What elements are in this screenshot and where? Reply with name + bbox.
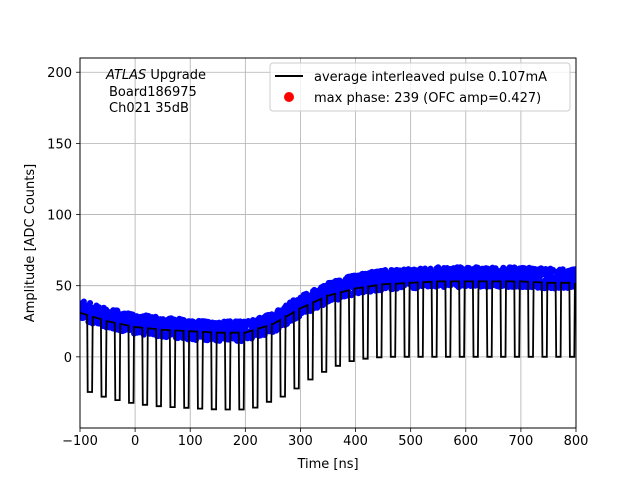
x-tick-label: 400 (343, 434, 368, 449)
y-axis-label: Amplitude [ADC Counts] (23, 164, 38, 322)
x-axis-ticks: −100 0 100 200 300 400 500 600 700 800 (62, 428, 588, 449)
x-tick-label: 0 (131, 434, 139, 449)
x-tick-label: 800 (564, 434, 589, 449)
atlas-annotation: ATLAS Upgrade Board186975 Ch021 35dB (105, 68, 206, 116)
svg-text:ATLAS Upgrade: ATLAS Upgrade (105, 68, 206, 83)
series-average-pulse (80, 280, 576, 411)
y-tick-label: 0 (64, 351, 72, 366)
legend-label-average-pulse: average interleaved pulse 0.107mA (314, 70, 547, 85)
x-tick-label: 600 (453, 434, 478, 449)
y-tick-label: 200 (47, 66, 72, 81)
x-tick-label: 300 (288, 434, 313, 449)
x-tick-label: 700 (508, 434, 533, 449)
y-tick-label: 50 (55, 280, 72, 295)
x-tick-label: 100 (178, 434, 203, 449)
legend: average interleaved pulse 0.107mA max ph… (269, 62, 571, 112)
x-tick-label: 500 (398, 434, 423, 449)
annotation-channel: Ch021 35dB (109, 101, 189, 116)
sample-point (559, 266, 566, 273)
legend-box (269, 62, 571, 112)
sample-point (174, 335, 181, 342)
average-pulse-line (80, 280, 576, 411)
legend-label-max-phase: max phase: 239 (OFC amp=0.427) (314, 91, 541, 106)
sample-point (572, 272, 576, 279)
plot-frame (79, 57, 577, 429)
sample-point (87, 300, 94, 307)
x-tick-label: 200 (233, 434, 258, 449)
y-axis-ticks: 0 50 100 150 200 (47, 66, 80, 366)
series-dense-points (80, 264, 576, 345)
y-tick-label: 150 (47, 137, 72, 152)
x-axis-label: Time [ns] (296, 457, 358, 472)
sample-point (427, 265, 434, 272)
sample-point (573, 266, 576, 273)
x-tick-label: −100 (62, 434, 98, 449)
annotation-atlas: ATLAS (105, 68, 146, 83)
annotation-upgrade: Upgrade (146, 68, 206, 83)
legend-dot-marker (284, 92, 294, 102)
grid (79, 58, 577, 428)
annotation-board: Board186975 (109, 85, 197, 100)
y-tick-label: 100 (47, 209, 72, 224)
